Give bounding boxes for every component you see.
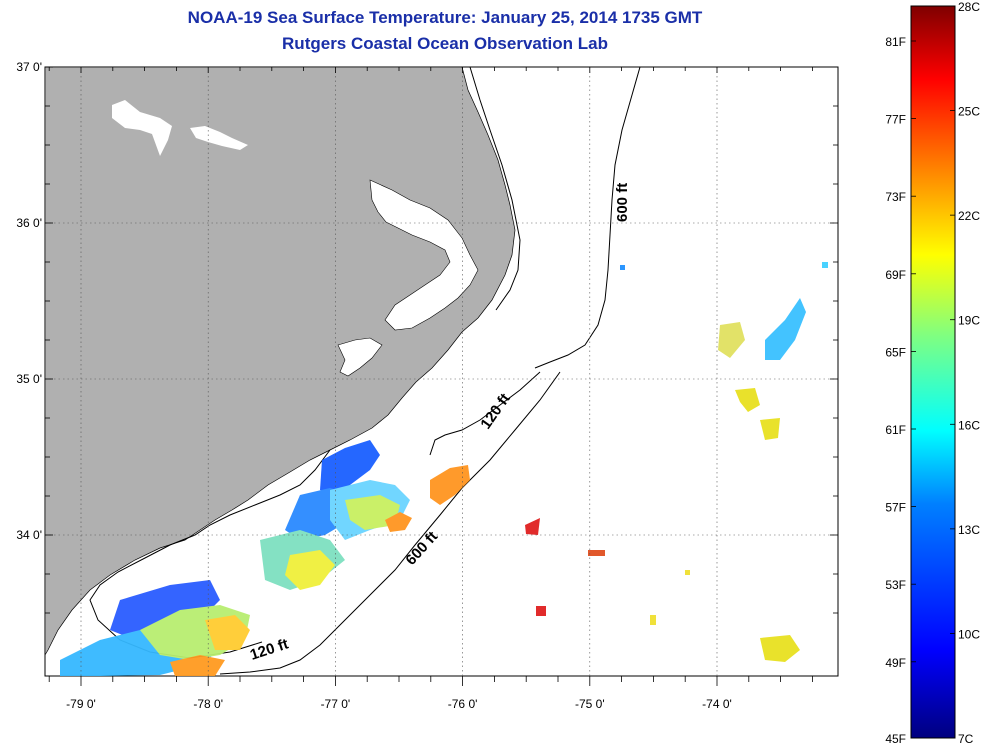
lat-label: 35 0' bbox=[16, 372, 42, 386]
contour-label-600ft-north: 600 ft bbox=[614, 183, 631, 222]
colorbar bbox=[910, 5, 956, 739]
contour-600ft-south bbox=[219, 371, 561, 675]
lon-label: -77 0' bbox=[321, 697, 351, 711]
colorbar-celsius-label: 13C bbox=[958, 523, 980, 537]
contour-120ft-north bbox=[429, 371, 541, 456]
colorbar-fahrenheit-label: 65F bbox=[885, 345, 906, 359]
colorbar-fahrenheit-label: 61F bbox=[885, 423, 906, 437]
colorbar-fahrenheit-label: 69F bbox=[885, 268, 906, 282]
lat-label: 34 0' bbox=[16, 528, 42, 542]
lat-label: 36 0' bbox=[16, 216, 42, 230]
colorbar-celsius-label: 7C bbox=[958, 732, 974, 746]
colorbar-fahrenheit-label: 73F bbox=[885, 190, 906, 204]
colorbar-celsius-label: 28C bbox=[958, 0, 980, 14]
colorbar-celsius-label: 16C bbox=[958, 418, 980, 432]
lon-label: -78 0' bbox=[193, 697, 223, 711]
colorbar-fahrenheit-label: 49F bbox=[885, 656, 906, 670]
colorbar-celsius-label: 25C bbox=[958, 105, 980, 119]
sst-data bbox=[60, 262, 828, 676]
colorbar-fahrenheit-label: 77F bbox=[885, 113, 906, 127]
map-title: NOAA-19 Sea Surface Temperature: January… bbox=[187, 8, 703, 27]
contour-600ft-north bbox=[534, 67, 641, 369]
colorbar-celsius-label: 10C bbox=[958, 627, 980, 641]
lon-label: -74 0' bbox=[702, 697, 732, 711]
colorbar-fahrenheit-label: 53F bbox=[885, 578, 906, 592]
colorbar-celsius-label: 22C bbox=[958, 209, 980, 223]
lon-label: -76 0' bbox=[448, 697, 478, 711]
lon-label: -79 0' bbox=[66, 697, 96, 711]
colorbar-fahrenheit-label: 45F bbox=[885, 732, 906, 746]
lat-label: 37 0' bbox=[16, 60, 42, 74]
colorbar-celsius-label: 19C bbox=[958, 314, 980, 328]
map-subtitle: Rutgers Coastal Ocean Observation Lab bbox=[282, 34, 608, 53]
colorbar-fahrenheit-label: 81F bbox=[885, 35, 906, 49]
colorbar-fahrenheit-label: 57F bbox=[885, 501, 906, 515]
lon-label: -75 0' bbox=[575, 697, 605, 711]
